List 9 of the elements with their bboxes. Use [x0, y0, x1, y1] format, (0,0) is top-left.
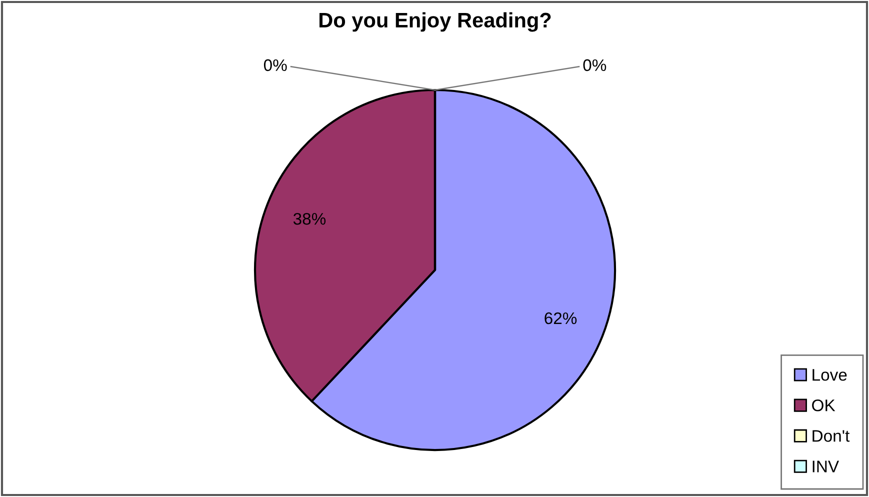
legend-label: Don't — [812, 430, 850, 442]
text: 0% — [264, 59, 287, 72]
text: 0% — [583, 59, 606, 72]
legend-label: Love — [812, 369, 847, 381]
chart-title: Do you Enjoy Reading? — [320, 12, 551, 32]
legend-label: OK — [812, 399, 836, 412]
legend-label: INV — [812, 460, 839, 472]
data-label: 62% — [544, 312, 577, 324]
data-label: 38% — [293, 212, 326, 225]
